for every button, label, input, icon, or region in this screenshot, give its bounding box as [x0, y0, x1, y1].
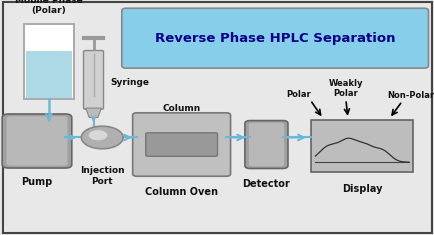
Circle shape: [89, 130, 107, 140]
Text: Weakly
Polar: Weakly Polar: [328, 79, 362, 98]
Bar: [24, 24, 74, 99]
Text: Syringe: Syringe: [110, 78, 149, 87]
Circle shape: [81, 126, 123, 149]
FancyBboxPatch shape: [248, 123, 283, 166]
FancyBboxPatch shape: [83, 51, 103, 109]
FancyBboxPatch shape: [132, 113, 230, 176]
Text: Reverse Phase HPLC Separation: Reverse Phase HPLC Separation: [155, 31, 394, 45]
Text: Detector: Detector: [242, 179, 289, 189]
FancyBboxPatch shape: [244, 121, 287, 168]
Text: Display: Display: [341, 184, 381, 195]
FancyBboxPatch shape: [7, 116, 67, 166]
FancyBboxPatch shape: [2, 114, 72, 168]
Bar: [312, 121, 411, 171]
Text: Mobile Phase
(Polar): Mobile Phase (Polar): [15, 0, 82, 15]
Text: Pump: Pump: [21, 177, 53, 188]
Text: Injection
Port: Injection Port: [80, 166, 124, 186]
Bar: [24, 24, 74, 99]
FancyBboxPatch shape: [122, 8, 427, 68]
Polygon shape: [85, 108, 101, 118]
Text: Column: Column: [162, 104, 200, 113]
FancyBboxPatch shape: [145, 133, 217, 156]
Text: Column Oven: Column Oven: [145, 187, 217, 197]
Text: Polar: Polar: [286, 90, 310, 99]
Bar: [310, 120, 412, 172]
Polygon shape: [90, 129, 96, 136]
Text: Non-Polar: Non-Polar: [387, 91, 434, 100]
Bar: [26, 51, 72, 98]
